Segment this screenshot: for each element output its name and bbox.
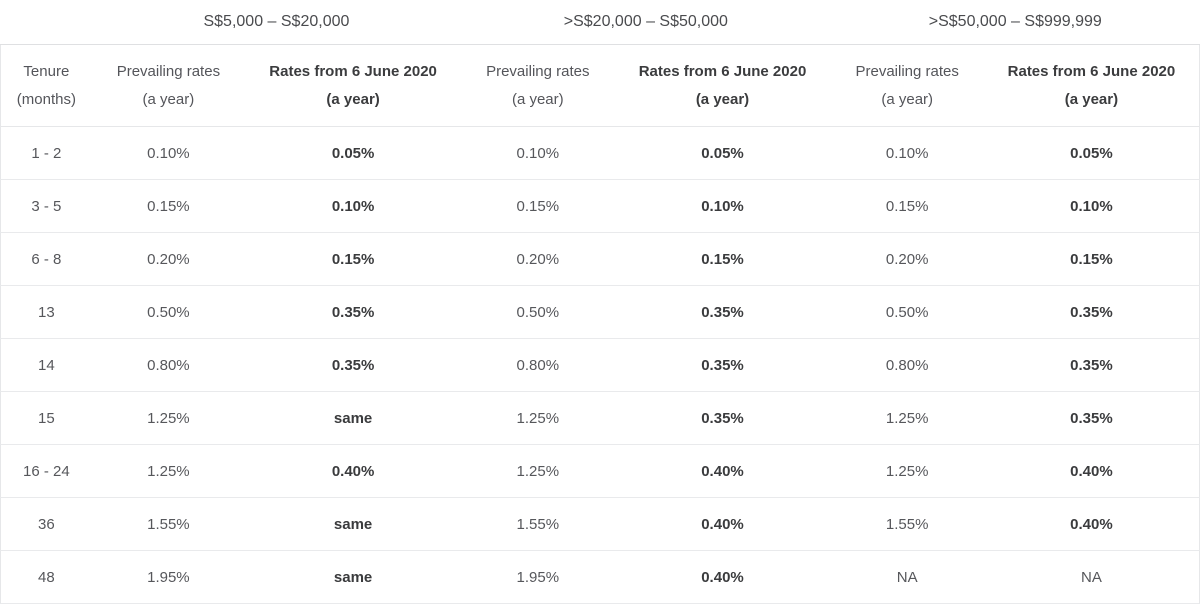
new-rate-cell: 0.35% [983,286,1200,339]
tenure-cell: 3 - 5 [0,180,92,233]
new-rate-cell: same [245,551,462,604]
table-row: 14 0.80% 0.35% 0.80% 0.35% 0.80% 0.35% [0,339,1200,392]
prevailing-rate-cell: 1.95% [91,551,246,604]
column-header-row: Tenure (months) Prevailing rates (a year… [0,45,1200,127]
new-rate-cell: 0.35% [983,339,1200,392]
prevailing-rate-cell: 1.25% [91,392,246,445]
prevailing-rate-cell: 0.20% [461,233,615,286]
prevailing-rate-cell: 0.15% [91,180,246,233]
prevailing-rate-cell: 0.50% [830,286,984,339]
table-row: 15 1.25% same 1.25% 0.35% 1.25% 0.35% [0,392,1200,445]
tenure-cell: 36 [0,498,92,551]
table-row: 48 1.95% same 1.95% 0.40% NA NA [0,551,1200,604]
new-rate-cell: 0.10% [245,180,462,233]
prevailing-rate-cell: 1.25% [91,445,246,498]
prevailing-rate-cell: 0.50% [91,286,246,339]
new-rate-cell: 0.35% [614,339,831,392]
column-header-tenure: Tenure (months) [0,45,92,127]
prevailing-rate-cell: 0.20% [830,233,984,286]
table-row: 3 - 5 0.15% 0.10% 0.15% 0.10% 0.15% 0.10… [0,180,1200,233]
table-row: 36 1.55% same 1.55% 0.40% 1.55% 0.40% [0,498,1200,551]
prevailing-rate-cell: 0.10% [461,127,615,180]
prevailing-rate-cell: 1.95% [461,551,615,604]
table-row: 13 0.50% 0.35% 0.50% 0.35% 0.50% 0.35% [0,286,1200,339]
new-rate-cell: 0.35% [614,286,831,339]
prevailing-rate-cell: 0.50% [461,286,615,339]
prevailing-rate-cell: 0.10% [830,127,984,180]
tenure-cell: 48 [0,551,92,604]
prevailing-rate-cell: 0.80% [461,339,615,392]
prevailing-rate-cell: 0.10% [91,127,246,180]
new-rate-cell: 0.35% [614,392,831,445]
new-rate-cell: same [245,392,462,445]
amount-band-1: S$5,000 – S$20,000 [91,0,462,45]
prevailing-rate-cell: 1.55% [830,498,984,551]
tenure-cell: 6 - 8 [0,233,92,286]
new-rate-cell: 0.35% [983,392,1200,445]
prevailing-rate-cell: 0.15% [461,180,615,233]
prevailing-rate-cell: 1.25% [830,392,984,445]
new-rate-cell: 0.40% [983,445,1200,498]
amount-band-header-row: S$5,000 – S$20,000 >S$20,000 – S$50,000 … [0,0,1200,45]
new-rate-cell: 0.10% [614,180,831,233]
tenure-cell: 14 [0,339,92,392]
new-rate-cell: same [245,498,462,551]
column-header-newrates-3: Rates from 6 June 2020 (a year) [983,45,1200,127]
new-rate-cell: 0.40% [614,445,831,498]
column-header-prevailing-1: Prevailing rates (a year) [91,45,246,127]
new-rate-cell: NA [983,551,1200,604]
column-header-newrates-1: Rates from 6 June 2020 (a year) [245,45,462,127]
prevailing-rate-cell: 1.55% [91,498,246,551]
new-rate-cell: 0.40% [614,551,831,604]
prevailing-rate-cell: 0.15% [830,180,984,233]
new-rate-cell: 0.05% [245,127,462,180]
new-rate-cell: 0.40% [983,498,1200,551]
tenure-cell: 16 - 24 [0,445,92,498]
tenure-header-line2: (months) [16,90,76,108]
new-rate-cell: 0.05% [614,127,831,180]
new-rate-cell: 0.05% [983,127,1200,180]
amount-band-3: >S$50,000 – S$999,999 [830,0,1200,45]
prevailing-rate-cell: 1.25% [461,445,615,498]
table-row: 6 - 8 0.20% 0.15% 0.20% 0.15% 0.20% 0.15… [0,233,1200,286]
tenure-cell: 13 [0,286,92,339]
tenure-cell: 1 - 2 [0,127,92,180]
prevailing-rate-cell: 0.80% [830,339,984,392]
prevailing-rate-cell: 1.25% [461,392,615,445]
column-header-prevailing-2: Prevailing rates (a year) [461,45,615,127]
prevailing-rate-cell: NA [830,551,984,604]
new-rate-cell: 0.35% [245,286,462,339]
new-rate-cell: 0.15% [614,233,831,286]
tenure-header-line1: Tenure [23,62,70,80]
new-rate-cell: 0.40% [245,445,462,498]
band-spacer-cell [0,0,92,45]
table-row: 16 - 24 1.25% 0.40% 1.25% 0.40% 1.25% 0.… [0,445,1200,498]
new-rate-cell: 0.15% [245,233,462,286]
prevailing-rate-cell: 1.55% [461,498,615,551]
amount-band-2: >S$20,000 – S$50,000 [461,0,831,45]
tenure-cell: 15 [0,392,92,445]
column-header-newrates-2: Rates from 6 June 2020 (a year) [614,45,831,127]
table-row: 1 - 2 0.10% 0.05% 0.10% 0.05% 0.10% 0.05… [0,127,1200,180]
prevailing-rate-cell: 0.20% [91,233,246,286]
new-rate-cell: 0.10% [983,180,1200,233]
prevailing-rate-cell: 0.80% [91,339,246,392]
new-rate-cell: 0.35% [245,339,462,392]
new-rate-cell: 0.40% [614,498,831,551]
prevailing-rate-cell: 1.25% [830,445,984,498]
new-rate-cell: 0.15% [983,233,1200,286]
column-header-prevailing-3: Prevailing rates (a year) [830,45,984,127]
